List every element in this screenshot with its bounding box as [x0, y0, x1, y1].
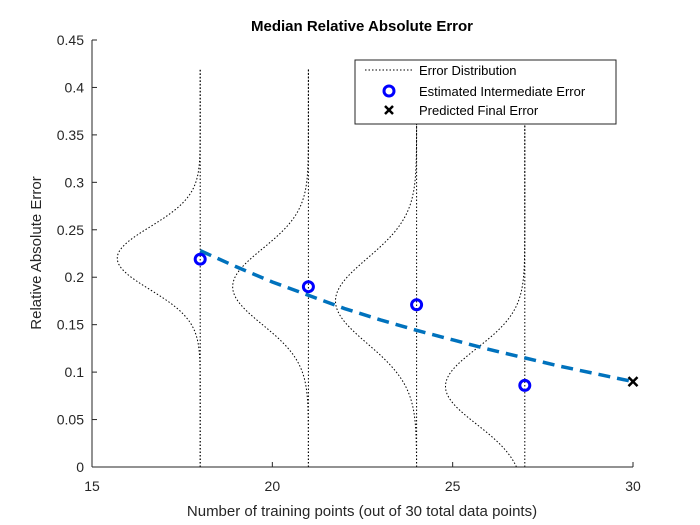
- y-ticks: 0 0.05 0.1 0.15 0.2 0.25 0.3 0.35 0.4 0.45: [57, 32, 97, 475]
- y-tick-label: 0.4: [65, 79, 85, 95]
- x-tick-label: 20: [265, 478, 281, 494]
- distribution-curve: [334, 68, 418, 468]
- error-distributions: [116, 68, 526, 468]
- intermediate-error-point: [410, 298, 424, 312]
- x-ticks: 15 20 25 30: [84, 462, 641, 494]
- x-axis-label: Number of training points (out of 30 tot…: [187, 503, 537, 520]
- y-tick-label: 0.35: [57, 127, 84, 143]
- y-axis-label: Relative Absolute Error: [28, 176, 45, 329]
- y-tick-label: 0.1: [65, 364, 85, 380]
- x-tick-label: 25: [445, 478, 461, 494]
- y-tick-label: 0.25: [57, 222, 84, 238]
- x-tick-label: 30: [625, 478, 641, 494]
- fit-curve-line: [199, 249, 634, 384]
- legend-distribution-label: Error Distribution: [419, 63, 517, 78]
- y-tick-label: 0.05: [57, 412, 84, 428]
- y-tick-label: 0: [76, 459, 84, 475]
- final-error-stroke: [627, 376, 639, 387]
- intermediate-error-point: [518, 378, 532, 392]
- legend-final-swatch: [384, 105, 394, 115]
- legend-intermediate-label: Estimated Intermediate Error: [419, 84, 586, 99]
- distribution-curve: [116, 68, 201, 467]
- legend-intermediate-swatch: [382, 84, 396, 98]
- legend-box: [354, 59, 617, 125]
- intermediate-error-point: [193, 252, 207, 266]
- axes: [91, 40, 633, 468]
- data-markers: [193, 252, 639, 392]
- y-tick-label: 0.2: [65, 269, 85, 285]
- chart-title: Median Relative Absolute Error: [251, 18, 473, 35]
- y-tick-label: 0.15: [57, 317, 84, 333]
- y-tick-label: 0.45: [57, 32, 84, 48]
- legend-final-label: Predicted Final Error: [419, 103, 539, 118]
- x-tick-label: 15: [84, 478, 100, 494]
- legend: Error Distribution Estimated Intermediat…: [354, 59, 617, 125]
- intermediate-error-point: [301, 280, 315, 294]
- final-error-point: [627, 376, 639, 387]
- y-tick-label: 0.3: [65, 174, 85, 190]
